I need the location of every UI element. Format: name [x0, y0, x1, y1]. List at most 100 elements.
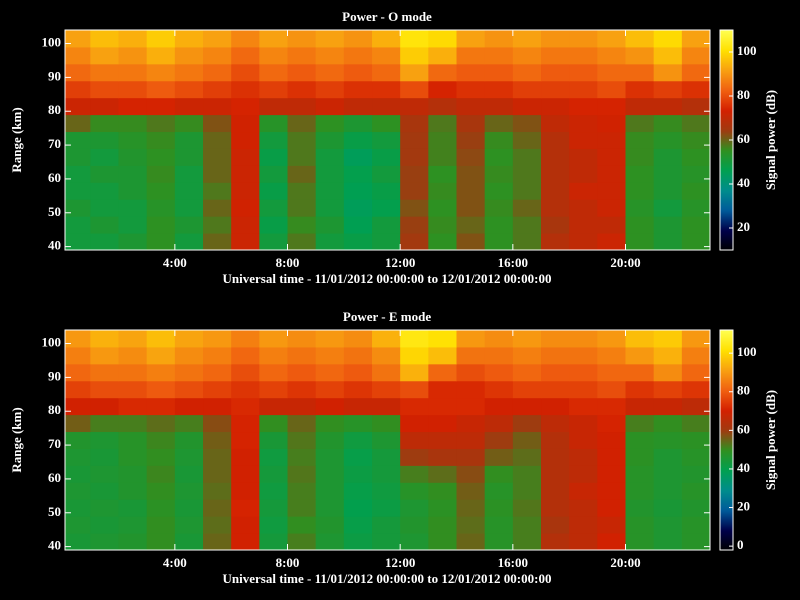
- heatmap-cell: [259, 216, 289, 234]
- heatmap-cell: [146, 80, 176, 99]
- heatmap-cell: [372, 216, 401, 234]
- colorbar-step: [720, 82, 733, 85]
- heatmap-cell: [174, 114, 204, 133]
- heatmap-cell: [259, 346, 289, 365]
- colorbar-step: [720, 530, 733, 533]
- colorbar-step: [720, 58, 733, 61]
- heatmap-cell: [484, 131, 514, 149]
- heatmap-cell: [315, 346, 345, 365]
- x-tick-label: 4:00: [163, 555, 187, 570]
- heatmap-cell: [372, 165, 401, 183]
- colorbar-step: [720, 480, 733, 483]
- heatmap-cell: [259, 516, 289, 534]
- heatmap-cell: [541, 114, 570, 133]
- colorbar-step: [720, 452, 733, 455]
- colorbar-step: [720, 438, 733, 441]
- colorbar-step: [720, 458, 733, 461]
- heatmap-cell: [315, 97, 345, 116]
- heatmap-cell: [541, 363, 570, 382]
- colorbar-step: [720, 142, 733, 145]
- heatmap-cell: [541, 233, 570, 251]
- heatmap-cell: [90, 165, 120, 183]
- heatmap-cell: [65, 97, 91, 116]
- heatmap-cell: [65, 346, 91, 365]
- colorbar-step: [720, 502, 733, 505]
- heatmap-cell: [681, 97, 711, 116]
- heatmap-cell: [541, 380, 570, 399]
- heatmap-cell: [484, 380, 514, 399]
- heatmap-cell: [231, 380, 260, 399]
- heatmap-cell: [259, 533, 289, 551]
- heatmap-cell: [146, 499, 176, 517]
- heatmap-cell: [315, 80, 345, 99]
- colorbar-step: [720, 212, 733, 215]
- colorbar-step: [720, 148, 733, 151]
- heatmap-cell: [343, 131, 373, 149]
- heatmap-cell: [315, 199, 345, 217]
- heatmap-cell: [512, 533, 542, 551]
- heatmap-cell: [259, 431, 289, 449]
- colorbar-step: [720, 526, 733, 529]
- colorbar-step: [720, 406, 733, 409]
- heatmap-cell: [625, 199, 655, 217]
- heatmap-cell: [625, 414, 655, 433]
- colorbar-step: [720, 66, 733, 69]
- heatmap-cell: [343, 148, 373, 166]
- colorbar-step: [720, 64, 733, 67]
- heatmap-cell: [203, 233, 232, 251]
- heatmap-cell: [569, 114, 598, 133]
- colorbar-step: [720, 190, 733, 193]
- heatmap-cell: [203, 499, 232, 517]
- colorbar-step: [720, 336, 733, 339]
- colorbar-step: [720, 244, 733, 247]
- heatmap-cell: [512, 165, 542, 183]
- heatmap-cell: [681, 199, 711, 217]
- y-axis-title: Range (km): [9, 407, 24, 472]
- heatmap-cell: [146, 330, 176, 348]
- colorbar-step: [720, 104, 733, 107]
- heatmap-cell: [372, 346, 401, 365]
- heatmap-cell: [400, 533, 429, 551]
- colorbar-step: [720, 380, 733, 383]
- heatmap-cell: [203, 346, 232, 365]
- colorbar-step: [720, 126, 733, 129]
- colorbar-step: [720, 462, 733, 465]
- colorbar-step: [720, 486, 733, 489]
- heatmap-cell: [681, 165, 711, 183]
- x-tick-label: 8:00: [276, 255, 300, 270]
- colorbar-step: [720, 386, 733, 389]
- colorbar-step: [720, 408, 733, 411]
- heatmap-cell: [597, 431, 627, 449]
- x-tick-label: 4:00: [163, 255, 187, 270]
- heatmap-cell: [456, 63, 486, 82]
- heatmap-cell: [541, 448, 570, 466]
- heatmap-cell: [259, 131, 289, 149]
- colorbar-step: [720, 116, 733, 119]
- heatmap-cell: [287, 533, 317, 551]
- colorbar-step: [720, 470, 733, 473]
- colorbar-tick-label: 40: [737, 175, 750, 190]
- colorbar-step: [720, 394, 733, 397]
- heatmap-cell: [90, 414, 120, 433]
- colorbar-step: [720, 434, 733, 437]
- heatmap-cell: [569, 199, 598, 217]
- heatmap-cell: [484, 97, 514, 116]
- heatmap-cell: [146, 482, 176, 500]
- heatmap-cell: [118, 216, 148, 234]
- heatmap-cell: [65, 131, 91, 149]
- heatmap-cell: [541, 131, 570, 149]
- heatmap-cell: [681, 233, 711, 251]
- heatmap-cell: [65, 30, 91, 48]
- heatmap-cell: [625, 165, 655, 183]
- heatmap-cell: [203, 330, 232, 348]
- colorbar-step: [720, 168, 733, 171]
- heatmap-cell: [65, 216, 91, 234]
- colorbar-step: [720, 182, 733, 185]
- colorbar-step: [720, 466, 733, 469]
- heatmap-cell: [146, 165, 176, 183]
- colorbar-step: [720, 194, 733, 197]
- heatmap-cell: [625, 114, 655, 133]
- heatmap-cell: [400, 199, 429, 217]
- heatmap-cell: [625, 516, 655, 534]
- colorbar-step: [720, 416, 733, 419]
